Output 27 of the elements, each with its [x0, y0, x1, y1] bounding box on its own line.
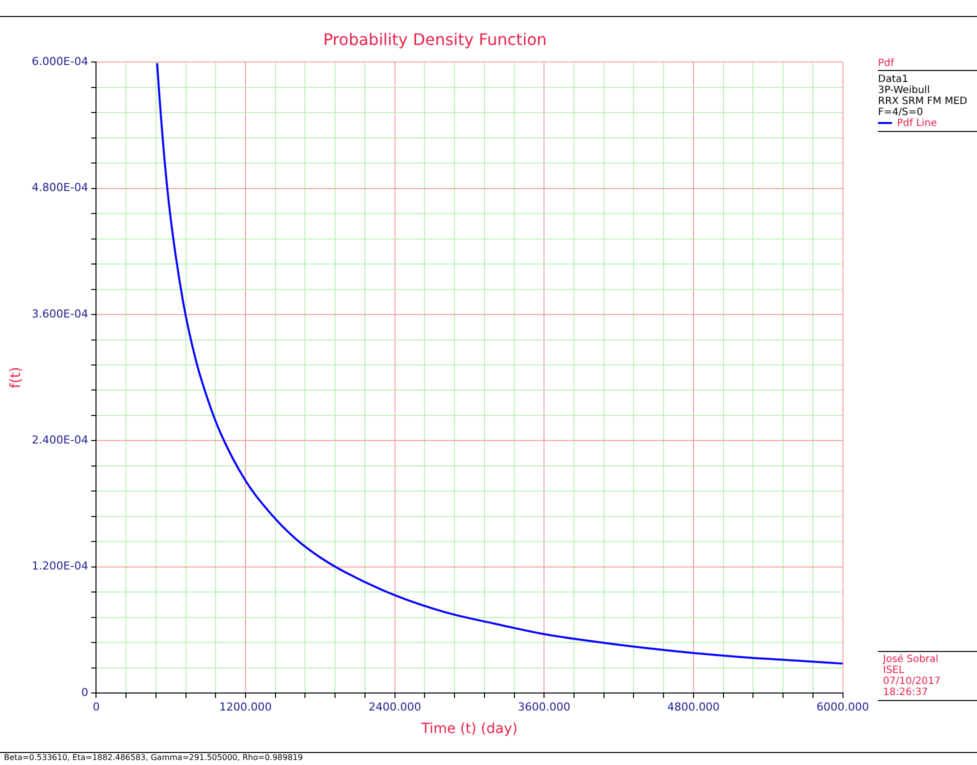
x-tick-label: 4800.000 [667, 700, 720, 714]
y-tick-label: 0 [81, 686, 88, 699]
text: RRX SRM FM MED [878, 96, 968, 107]
text: José Sobral [883, 654, 940, 665]
text: 18:26:37 [883, 687, 929, 698]
text: Data1 [878, 74, 910, 85]
text: 07/10/2017 [883, 676, 942, 687]
legend-label: Pdf Line [896, 118, 938, 129]
y-tick-label: 4.800E-04 [32, 181, 88, 194]
x-tick-label: 2400.000 [368, 700, 422, 714]
y-tick-label: 6.000E-04 [32, 55, 88, 68]
x-tick-label: 6000.000 [816, 700, 870, 714]
text: ISEL [883, 665, 906, 676]
text: Beta=0.533610, Eta=1882.486583, Gamma=291.505000, Rho=0.989819 [0, 752, 977, 762]
x-tick-label: 1200.000 [219, 700, 272, 714]
text: F=4/S=0 [878, 107, 924, 118]
chart-title: Probability Density Function [323, 30, 547, 49]
y-tick-label: 3.600E-04 [32, 307, 88, 320]
line-series [156, 62, 843, 665]
x-tick-label: 0 [92, 700, 100, 714]
x-tick-label: 3600.000 [518, 700, 570, 714]
y-axis-title: f(t) [8, 366, 24, 388]
y-tick-label: 1.200E-04 [32, 560, 88, 573]
legend-title: Pdf [878, 58, 977, 71]
x-axis-title: Time (t) (day) [420, 721, 518, 738]
y-tick-label: 2.400E-04 [32, 434, 88, 447]
text: 3P-Weibull [878, 85, 931, 96]
